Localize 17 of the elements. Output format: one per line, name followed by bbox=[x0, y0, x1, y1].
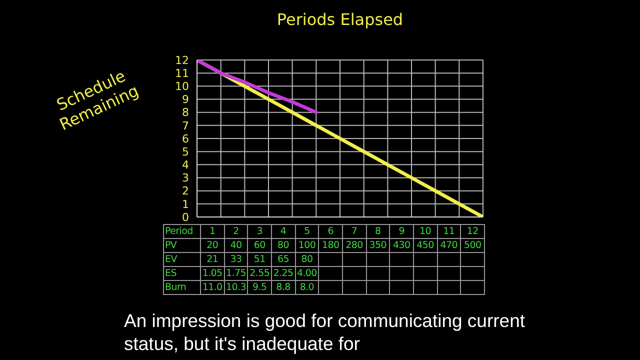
y-tick-label: 12 bbox=[175, 54, 189, 67]
line-series bbox=[197, 60, 318, 114]
text: An impression is good for communicating current status, but it's inadequate for bbox=[124, 309, 526, 355]
y-tick-label: 2 bbox=[182, 184, 189, 198]
y-tick-label: 1 bbox=[182, 198, 189, 211]
y-tick-label: 5 bbox=[182, 145, 189, 158]
y-tick-label: 11 bbox=[175, 66, 189, 80]
y-tick-label: 3 bbox=[182, 172, 189, 185]
y-tick-label: 0 bbox=[182, 210, 189, 224]
y-tick-label: 9 bbox=[182, 93, 189, 106]
y-tick-label: 8 bbox=[182, 106, 189, 120]
x-axis-title: Periods Elapsed bbox=[276, 10, 404, 29]
y-tick-label: 6 bbox=[182, 132, 189, 146]
y-tick-label: 4 bbox=[182, 158, 189, 172]
y-tick-label: 10 bbox=[175, 80, 189, 94]
table: Period 1 2 3 4 5 6 7 8 9 10 11 12 PV 20 40 60 80 100 180 280 350 430 450 470 500 EV 21 33 51 65 80 ES 1.05 1.75 2.55 2.25 4.00 Burn 11.0 10.3 9.5 8.8 8.0 bbox=[163, 224, 485, 295]
y-tick-label: 7 bbox=[182, 119, 189, 132]
